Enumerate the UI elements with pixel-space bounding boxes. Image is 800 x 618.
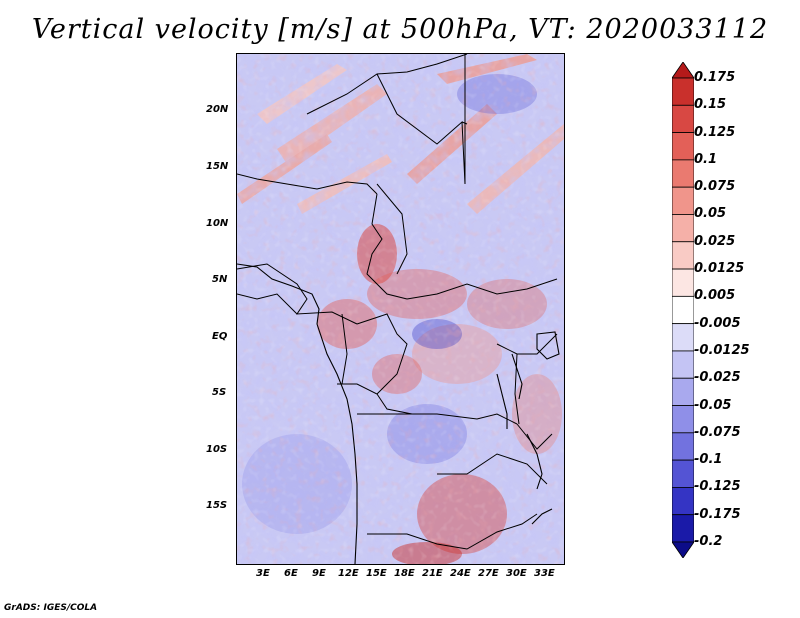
- lat-label: 5S: [212, 387, 227, 398]
- colorbar-label: -0.175: [694, 506, 741, 522]
- colorbar-label: 0.125: [694, 124, 736, 140]
- colorbar-label: -0.075: [694, 424, 741, 440]
- colorbar-label: 0.1: [694, 151, 718, 167]
- lon-label: 27E: [478, 568, 499, 579]
- colorbar-segment: [672, 514, 694, 543]
- colorbar-label: -0.0125: [694, 342, 750, 358]
- lon-label: 6E: [284, 568, 298, 579]
- colorbar-segment: [672, 159, 694, 188]
- colorbar-label: -0.125: [694, 479, 741, 495]
- map-field: [237, 54, 564, 564]
- lon-label: 24E: [450, 568, 471, 579]
- colorbar-segment: [672, 323, 694, 352]
- lon-label: 30E: [506, 568, 527, 579]
- colorbar-segment: [672, 77, 694, 106]
- colorbar-top-arrow: [672, 62, 694, 79]
- noise-white: [237, 54, 564, 564]
- lon-label: 18E: [394, 568, 415, 579]
- colorbar-segment: [672, 214, 694, 243]
- country-borders: [237, 54, 558, 550]
- colorbar-label: 0.175: [694, 70, 736, 85]
- lat-label: 5N: [212, 274, 228, 285]
- lon-label: 12E: [338, 568, 359, 579]
- colorbar-label: -0.2: [694, 534, 723, 549]
- colorbar-label: 0.025: [694, 233, 736, 249]
- colorbar-label: 0.05: [694, 206, 727, 222]
- colorbar-label: 0.15: [694, 97, 727, 113]
- map-title: Vertical velocity [m/s] at 500hPa, VT: 2…: [31, 14, 769, 45]
- colorbar-label: -0.005: [694, 315, 741, 331]
- colorbar-label: 0.005: [694, 288, 736, 304]
- coastline: [237, 263, 560, 564]
- vertical-velocity-map: [236, 53, 565, 565]
- colorbar-segment: [672, 459, 694, 488]
- colorbar: [672, 62, 694, 558]
- lon-label: 33E: [534, 568, 555, 579]
- colorbar-label: -0.025: [694, 370, 741, 386]
- colorbar-segment: [672, 186, 694, 215]
- lat-label: EQ: [212, 331, 228, 342]
- colorbar-segment: [672, 132, 694, 161]
- lon-label: 9E: [312, 568, 326, 579]
- lon-label: 3E: [256, 568, 270, 579]
- credit-text: GrADS: IGES/COLA: [4, 603, 98, 613]
- colorbar-segment: [672, 350, 694, 379]
- colorbar-segment: [672, 104, 694, 133]
- colorbar-label: -0.1: [694, 452, 723, 468]
- lat-label: 10S: [206, 444, 228, 455]
- lat-label: 20N: [206, 104, 229, 115]
- lat-label: 10N: [206, 218, 229, 229]
- colorbar-label: 0.075: [694, 179, 736, 195]
- colorbar-label: 0.0125: [694, 261, 745, 277]
- colorbar-segment: [672, 241, 694, 270]
- colorbar-segment: [672, 377, 694, 406]
- colorbar-segment: [672, 268, 694, 297]
- colorbar-segment: [672, 405, 694, 434]
- colorbar-segment: [672, 487, 694, 516]
- colorbar-bottom-arrow: [672, 541, 694, 558]
- lat-label: 15N: [206, 161, 229, 172]
- lon-label: 15E: [366, 568, 387, 579]
- colorbar-segment: [672, 432, 694, 461]
- colorbar-label: -0.05: [694, 397, 732, 413]
- lon-label: 21E: [422, 568, 443, 579]
- lat-label: 15S: [206, 500, 228, 511]
- colorbar-segment: [672, 295, 694, 325]
